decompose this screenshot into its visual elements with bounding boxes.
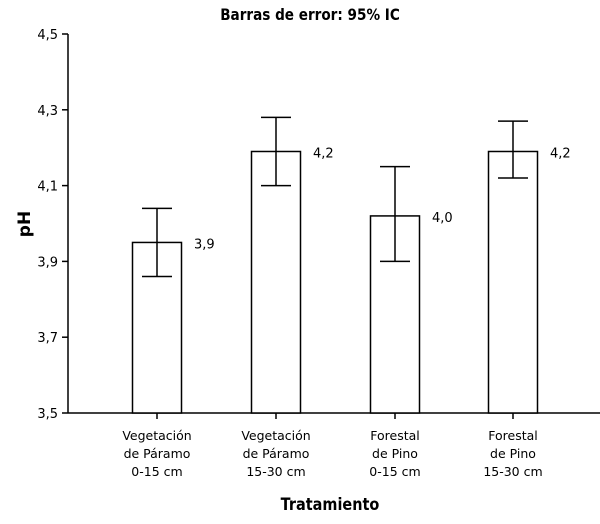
x-tick-label: 0-15 cm	[369, 464, 420, 479]
y-axis-label: pH	[15, 211, 35, 237]
x-tick-label: de Pino	[372, 446, 418, 461]
x-tick-label: Forestal	[370, 428, 420, 443]
x-tick-label: Vegetación	[241, 428, 310, 443]
data-label: 3,9	[194, 237, 215, 252]
x-tick-label: de Páramo	[124, 446, 191, 461]
x-tick-label: 15-30 cm	[246, 464, 305, 479]
y-tick-label: 4,3	[37, 104, 58, 119]
bar	[487, 150, 539, 414]
x-tick-label: 15-30 cm	[483, 464, 542, 479]
x-tick-label: 0-15 cm	[131, 464, 182, 479]
chart-title: Barras de error: 95% IC	[220, 6, 400, 24]
y-tick-label: 3,7	[37, 331, 58, 346]
x-axis-label: Tratamiento	[281, 494, 380, 514]
data-label: 4,2	[550, 146, 571, 161]
x-tick-label: Vegetación	[122, 428, 191, 443]
x-tick-label: Forestal	[488, 428, 538, 443]
x-tick-label: de Pino	[490, 446, 536, 461]
y-tick-label: 4,5	[37, 28, 58, 43]
bar	[250, 150, 302, 414]
y-tick-label: 3,5	[37, 407, 58, 422]
y-tick-label: 4,1	[37, 180, 58, 195]
y-tick-label: 3,9	[37, 255, 58, 270]
data-label: 4,2	[313, 146, 334, 161]
data-label: 4,0	[432, 211, 453, 226]
x-tick-label: de Páramo	[243, 446, 310, 461]
